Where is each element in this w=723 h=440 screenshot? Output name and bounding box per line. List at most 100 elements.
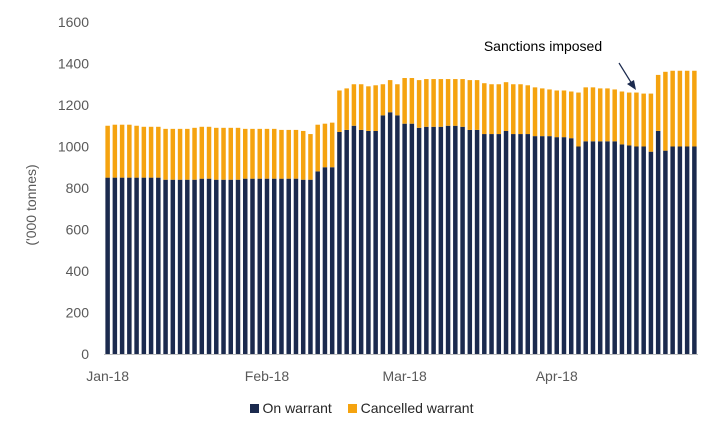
bar-on-warrant <box>438 126 444 354</box>
bar-cancelled-warrant <box>474 80 480 130</box>
bar-on-warrant <box>243 178 248 354</box>
bar-cancelled-warrant <box>684 70 690 147</box>
bar-cancelled-warrant <box>192 127 197 180</box>
bar-cancelled-warrant <box>286 129 291 179</box>
bar-cancelled-warrant <box>271 128 277 179</box>
bar-cancelled-warrant <box>460 79 465 127</box>
y-tick-label: 1600 <box>58 14 89 30</box>
bar-on-warrant <box>257 178 262 354</box>
bar-on-warrant <box>677 146 683 354</box>
bar-cancelled-warrant <box>612 89 617 142</box>
bar-cancelled-warrant <box>235 127 241 180</box>
legend-swatch-on-warrant <box>249 404 259 413</box>
bar-on-warrant <box>597 141 603 354</box>
bar-cancelled-warrant <box>228 127 234 180</box>
bar-cancelled-warrant <box>489 84 494 135</box>
y-tick-label: 200 <box>66 305 90 321</box>
bar-on-warrant <box>583 141 588 354</box>
x-tick-label: Apr-18 <box>536 368 578 384</box>
bar-cancelled-warrant <box>561 90 567 138</box>
bar-cancelled-warrant <box>329 122 335 168</box>
bar-on-warrant <box>525 134 531 354</box>
annotation-text: Sanctions imposed <box>484 38 602 54</box>
bar-cancelled-warrant <box>206 126 212 179</box>
legend-label-cancelled-warrant: Cancelled warrant <box>360 400 474 416</box>
bar-on-warrant <box>496 134 502 354</box>
bar-cancelled-warrant <box>380 84 386 116</box>
bar-on-warrant <box>431 126 436 354</box>
y-tick-label: 0 <box>81 346 89 362</box>
bar-cancelled-warrant <box>424 79 429 127</box>
bar-cancelled-warrant <box>264 128 270 179</box>
bar-on-warrant <box>329 167 335 354</box>
bar-cancelled-warrant <box>141 126 147 178</box>
bar-on-warrant <box>119 177 125 355</box>
bar-cancelled-warrant <box>300 130 306 180</box>
bar-cancelled-warrant <box>641 93 646 147</box>
bar-cancelled-warrant <box>525 85 531 135</box>
bar-on-warrant <box>387 112 393 354</box>
bar-cancelled-warrant <box>590 87 596 142</box>
y-tick-label: 1000 <box>58 139 89 155</box>
bar-cancelled-warrant <box>351 84 357 126</box>
bars-group <box>105 70 697 355</box>
bar-on-warrant <box>670 146 675 354</box>
bar-on-warrant <box>221 179 226 354</box>
bar-on-warrant <box>511 134 516 354</box>
bar-cancelled-warrant <box>308 134 313 180</box>
bar-on-warrant <box>279 178 284 354</box>
bar-on-warrant <box>271 178 277 354</box>
bar-on-warrant <box>503 130 509 354</box>
bar-on-warrant <box>605 141 610 354</box>
bar-on-warrant <box>170 179 176 354</box>
y-tick-label: 1400 <box>58 56 89 72</box>
bar-on-warrant <box>228 179 234 354</box>
bar-on-warrant <box>315 171 320 354</box>
bar-on-warrant <box>380 115 386 355</box>
bar-on-warrant <box>532 136 538 355</box>
bar-cancelled-warrant <box>438 79 444 127</box>
bar-cancelled-warrant <box>692 70 697 147</box>
bar-cancelled-warrant <box>134 125 139 178</box>
bar-on-warrant <box>424 126 429 354</box>
bar-cancelled-warrant <box>540 88 545 137</box>
bar-on-warrant <box>612 141 617 354</box>
bar-on-warrant <box>358 129 364 354</box>
bar-on-warrant <box>344 129 349 354</box>
bar-on-warrant <box>148 177 154 355</box>
bar-cancelled-warrant <box>257 128 262 179</box>
bar-cancelled-warrant <box>148 126 154 178</box>
bar-cancelled-warrant <box>177 128 183 180</box>
y-tick-label: 800 <box>66 180 90 196</box>
bar-on-warrant <box>402 123 407 355</box>
bar-on-warrant <box>445 125 451 354</box>
bar-cancelled-warrant <box>619 91 625 145</box>
bar-on-warrant <box>641 146 646 354</box>
bar-cancelled-warrant <box>467 80 473 130</box>
bar-on-warrant <box>634 146 639 354</box>
bar-on-warrant <box>547 136 552 355</box>
bar-on-warrant <box>322 167 328 354</box>
bar-on-warrant <box>105 177 110 355</box>
bar-on-warrant <box>655 130 661 354</box>
bar-on-warrant <box>177 179 183 354</box>
bar-cancelled-warrant <box>496 84 502 135</box>
bar-cancelled-warrant <box>431 79 436 127</box>
bar-cancelled-warrant <box>185 128 190 180</box>
bar-cancelled-warrant <box>156 126 161 178</box>
legend-item-cancelled-warrant: Cancelled warrant <box>347 400 474 416</box>
bar-on-warrant <box>185 179 190 354</box>
bar-cancelled-warrant <box>634 92 639 147</box>
bar-cancelled-warrant <box>547 89 552 137</box>
y-tick-label: 1200 <box>58 97 89 113</box>
bar-on-warrant <box>568 138 574 354</box>
bar-cancelled-warrant <box>597 88 603 142</box>
bar-cancelled-warrant <box>416 80 422 128</box>
bar-cancelled-warrant <box>105 125 110 178</box>
legend: On warrant Cancelled warrant <box>0 400 723 416</box>
bar-cancelled-warrant <box>655 74 661 131</box>
bar-on-warrant <box>518 134 523 354</box>
bar-cancelled-warrant <box>663 71 668 151</box>
bar-cancelled-warrant <box>453 79 458 126</box>
bar-cancelled-warrant <box>170 128 176 180</box>
